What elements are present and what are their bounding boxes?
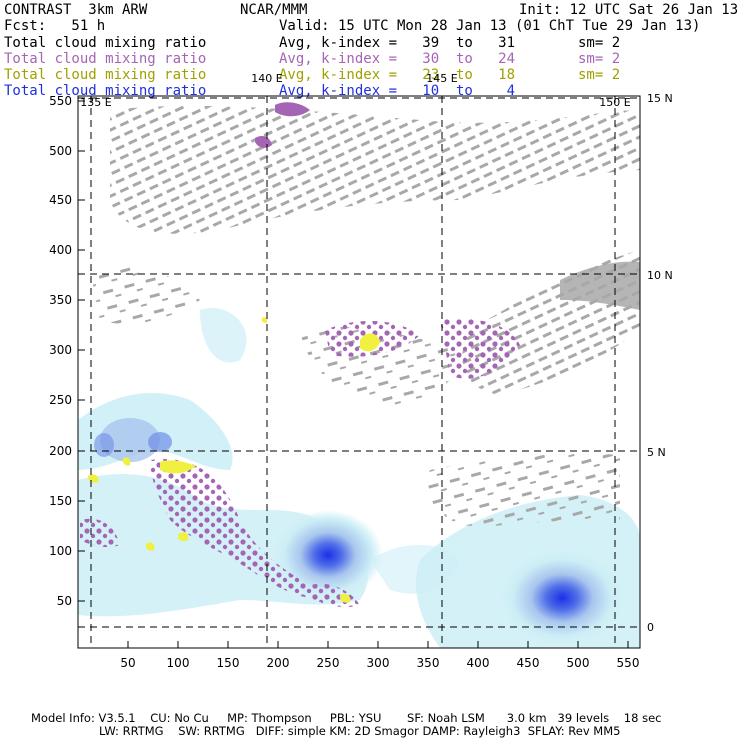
- field-3-kindex: Avg, k-index = 23 to 18: [279, 67, 516, 83]
- y-tick-150: 150: [49, 494, 72, 508]
- yellow-cloud-spots: [87, 317, 380, 603]
- y-tick-350: 350: [49, 293, 72, 307]
- field-3-sm: sm= 2: [578, 67, 621, 83]
- gray-cloud-southeast: [426, 453, 620, 527]
- lon-label-135: 135 E: [80, 96, 111, 109]
- field-3-name: Total cloud mixing ratio: [4, 67, 207, 83]
- field-1-kindex: Avg, k-index = 39 to 31: [279, 35, 516, 51]
- model-info-line-2: LW: RRTMG SW: RRTMG DIFF: simple KM: 2D …: [99, 724, 621, 738]
- map-frame: [77, 95, 641, 649]
- y-tick-450: 450: [49, 193, 72, 207]
- x-tick-250: 250: [317, 656, 340, 670]
- lat-label-0: 0: [647, 621, 654, 634]
- y-tick-100: 100: [49, 544, 72, 558]
- center-title: NCAR/MMM: [240, 2, 308, 18]
- y-tick-200: 200: [49, 444, 72, 458]
- x-tick-450: 450: [517, 656, 540, 670]
- x-tick-300: 300: [367, 656, 390, 670]
- field-1-name: Total cloud mixing ratio: [4, 35, 207, 51]
- cloud-core-5: [94, 433, 114, 457]
- x-tick-500: 500: [567, 656, 590, 670]
- lat-label-15n: 15 N: [647, 92, 673, 105]
- axis-ticks: [78, 100, 629, 648]
- lat-label-5n: 5 N: [647, 446, 666, 459]
- x-tick-150: 150: [217, 656, 240, 670]
- gray-cloud-north: [110, 105, 640, 234]
- lon-label-145: 145 E: [426, 72, 457, 85]
- lat-label-10n: 10 N: [647, 269, 673, 282]
- lon-label-150: 150 E: [599, 96, 630, 109]
- field-1-sm: sm= 2: [578, 35, 621, 51]
- y-tick-50: 50: [57, 594, 72, 608]
- y-tick-300: 300: [49, 343, 72, 357]
- light-cloud-center: [370, 545, 460, 594]
- lat-lon-grid: [78, 96, 640, 648]
- x-tick-550: 550: [617, 656, 640, 670]
- x-tick-200: 200: [267, 656, 290, 670]
- y-tick-550: 550: [49, 94, 72, 108]
- model-title: CONTRAST 3km ARW: [4, 2, 148, 18]
- field-2-name: Total cloud mixing ratio: [4, 51, 207, 67]
- field-2-sm: sm= 2: [578, 51, 621, 67]
- gray-cloud-west: [90, 266, 200, 324]
- lon-label-140: 140 E: [251, 72, 282, 85]
- x-tick-50: 50: [120, 656, 135, 670]
- purple-cloud-west: [150, 459, 330, 599]
- y-tick-500: 500: [49, 144, 72, 158]
- field-4-name: Total cloud mixing ratio: [4, 83, 207, 99]
- storm-core-2: [500, 550, 624, 646]
- field-4-kindex: Avg, k-index = 10 to 4: [279, 83, 516, 99]
- purple-cloud-coast: [80, 518, 360, 608]
- storm-core-1: [273, 510, 383, 600]
- light-cloud-band: [200, 308, 247, 363]
- x-tick-400: 400: [467, 656, 490, 670]
- x-tick-350: 350: [417, 656, 440, 670]
- purple-cloud-east: [440, 318, 520, 379]
- forecast-hour: Fcst: 51 h: [4, 18, 106, 34]
- valid-time: Valid: 15 UTC Mon 28 Jan 13 (01 ChT Tue …: [279, 18, 701, 34]
- cloud-field: [78, 102, 640, 648]
- purple-cloud-north: [255, 102, 310, 148]
- model-info-line-1: Model Info: V3.5.1 CU: No Cu MP: Thompso…: [31, 711, 662, 725]
- init-time: Init: 12 UTC Sat 26 Jan 13: [519, 2, 739, 18]
- x-tick-100: 100: [167, 656, 190, 670]
- y-tick-250: 250: [49, 393, 72, 407]
- cloud-core-4: [148, 432, 172, 452]
- field-2-kindex: Avg, k-index = 30 to 24: [279, 51, 516, 67]
- y-tick-400: 400: [49, 243, 72, 257]
